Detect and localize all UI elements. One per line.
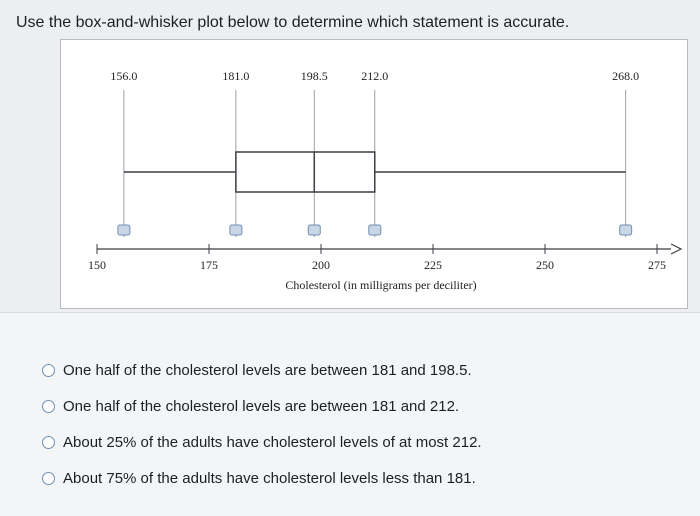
x-tick-label: 200 bbox=[312, 258, 330, 272]
boxplot-chart: 156.0 181.0 198.5 212.0 268.0 150 175 200 225 250… bbox=[88, 69, 683, 292]
box-iqr bbox=[235, 151, 376, 193]
x-tick-label: 175 bbox=[200, 258, 218, 272]
x-tick-label: 150 bbox=[88, 258, 106, 272]
point-marker-icon bbox=[229, 224, 243, 236]
answer-option-1[interactable]: One half of the cholesterol levels are b… bbox=[42, 352, 482, 388]
answer-option-2[interactable]: One half of the cholesterol levels are b… bbox=[42, 388, 482, 424]
answer-option-text: About 75% of the adults have cholesterol… bbox=[63, 469, 476, 487]
x-tick-label: 225 bbox=[424, 258, 442, 272]
answer-option-text: About 25% of the adults have cholesterol… bbox=[63, 433, 482, 451]
value-label: 268.0 bbox=[612, 69, 639, 83]
boxplot-figure: 156.0 181.0 198.5 212.0 268.0 150 175 200 225 250… bbox=[60, 39, 688, 309]
answer-option-text: One half of the cholesterol levels are b… bbox=[63, 397, 460, 415]
value-label: 212.0 bbox=[361, 69, 388, 83]
radio-button[interactable] bbox=[42, 399, 55, 413]
answer-panel bbox=[0, 312, 700, 516]
answer-option-3[interactable]: About 25% of the adults have cholesterol… bbox=[42, 424, 482, 460]
point-marker-icon bbox=[619, 224, 633, 236]
radio-button[interactable] bbox=[42, 471, 55, 485]
point-marker-icon bbox=[307, 224, 321, 236]
x-axis-label: Cholesterol (in milligrams per deciliter… bbox=[285, 278, 476, 292]
question-prompt: Use the box-and-whisker plot below to de… bbox=[16, 14, 570, 31]
value-label: 181.0 bbox=[222, 69, 249, 83]
value-label: 198.5 bbox=[301, 69, 328, 83]
answer-options: One half of the cholesterol levels are b… bbox=[42, 352, 482, 496]
axis-arrow-icon bbox=[670, 243, 683, 255]
radio-button[interactable] bbox=[42, 363, 55, 377]
value-label: 156.0 bbox=[110, 69, 137, 83]
x-tick-label: 275 bbox=[648, 258, 666, 272]
point-marker-icon bbox=[368, 224, 382, 236]
answer-option-4[interactable]: About 75% of the adults have cholesterol… bbox=[42, 460, 482, 496]
x-tick-label: 250 bbox=[536, 258, 554, 272]
answer-option-text: One half of the cholesterol levels are b… bbox=[63, 361, 472, 379]
radio-button[interactable] bbox=[42, 435, 55, 449]
point-marker-icon bbox=[117, 224, 131, 236]
